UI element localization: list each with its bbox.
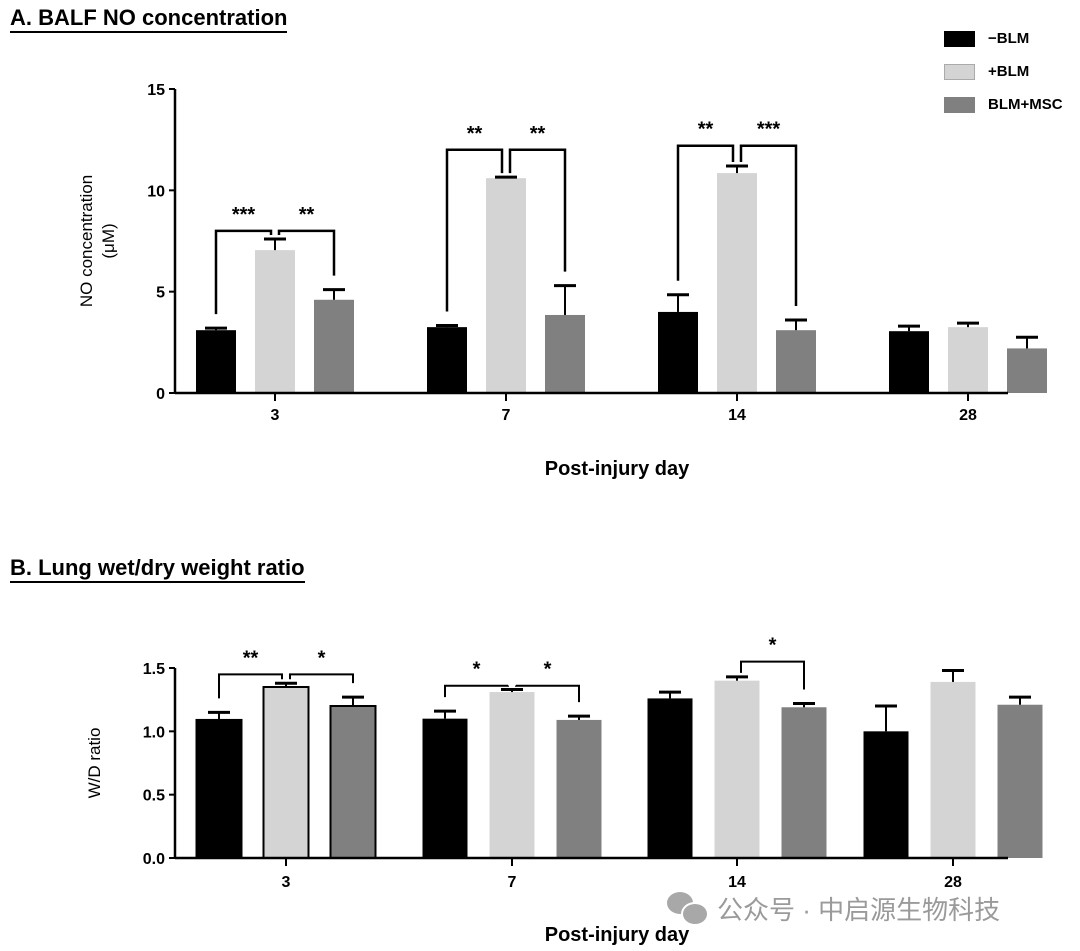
bar-blm-day-3 bbox=[262, 686, 310, 859]
bar-blm-day-28 bbox=[948, 327, 988, 393]
significance-stars: * bbox=[544, 659, 552, 681]
significance-bracket bbox=[508, 148, 567, 272]
significance-bracket bbox=[214, 229, 273, 315]
bar-blm-day-14 bbox=[647, 698, 693, 858]
bar-blmmsc-day-14 bbox=[776, 330, 816, 393]
significance-stars: ** bbox=[299, 204, 315, 226]
significance-stars: ** bbox=[243, 647, 259, 669]
legend-label: −BLM bbox=[988, 30, 1030, 47]
legend-item-minus-blm: −BLM bbox=[944, 22, 1063, 55]
legend-label: BLM+MSC bbox=[988, 96, 1063, 113]
significance-bracket bbox=[444, 684, 509, 698]
y-tick-label: 0.0 bbox=[143, 851, 165, 868]
bar-blmmsc-day-7 bbox=[545, 314, 585, 393]
bar-blm-day-7 bbox=[489, 692, 535, 858]
significance-stars: *** bbox=[757, 119, 781, 141]
legend: −BLM +BLM BLM+MSC bbox=[944, 22, 1063, 121]
significance-bracket bbox=[277, 229, 336, 276]
watermark-text: 公众号 · 中启源生物科技 bbox=[717, 894, 1001, 925]
legend-swatch-minus-blm bbox=[944, 30, 975, 47]
bar-blm-day-7 bbox=[427, 327, 467, 393]
bar-blm-day-28 bbox=[889, 331, 929, 393]
legend-item-plus-blm: +BLM bbox=[944, 55, 1063, 88]
bar-blmmsc-day-28 bbox=[1007, 348, 1047, 393]
legend-item-blm-msc: BLM+MSC bbox=[944, 88, 1063, 121]
bar-blmmsc-day-3 bbox=[314, 299, 354, 393]
y-axis-label: W/D ratio bbox=[85, 728, 104, 799]
bar-blm-day-7 bbox=[422, 718, 468, 858]
x-tick-label: 7 bbox=[502, 407, 511, 424]
bar-blm-day-3 bbox=[255, 250, 295, 393]
significance-bracket bbox=[515, 684, 580, 703]
x-tick-label: 14 bbox=[728, 407, 746, 424]
bar-blm-day-14 bbox=[658, 311, 698, 393]
bar-blmmsc-day-14 bbox=[781, 707, 827, 858]
bar-blm-day-14 bbox=[717, 173, 757, 393]
bar-blmmsc-day-28 bbox=[997, 704, 1043, 858]
y-tick-label: 15 bbox=[147, 82, 165, 99]
significance-stars: *** bbox=[232, 204, 256, 226]
significance-bracket bbox=[218, 673, 283, 699]
y-tick-label: 10 bbox=[147, 183, 165, 200]
x-axis-label: Post-injury day bbox=[545, 924, 690, 946]
bar-blmmsc-day-7 bbox=[556, 719, 602, 858]
bar-blm-day-28 bbox=[930, 681, 976, 858]
significance-stars: * bbox=[318, 647, 326, 669]
bar-blm-day-3 bbox=[195, 718, 243, 860]
significance-bracket bbox=[676, 144, 735, 281]
panel-b-title: B. Lung wet/dry weight ratio bbox=[10, 556, 305, 583]
x-tick-label: 28 bbox=[944, 874, 962, 891]
y-tick-label: 0.5 bbox=[143, 788, 165, 805]
x-tick-label: 3 bbox=[282, 874, 291, 891]
significance-stars: ** bbox=[698, 119, 714, 141]
significance-bracket bbox=[445, 148, 504, 312]
significance-stars: ** bbox=[467, 123, 483, 145]
x-tick-label: 28 bbox=[959, 407, 977, 424]
significance-stars: ** bbox=[530, 123, 546, 145]
bar-blm-day-3 bbox=[196, 330, 236, 393]
x-tick-label: 7 bbox=[508, 874, 517, 891]
significance-bracket bbox=[739, 144, 798, 307]
legend-swatch-blm-msc bbox=[944, 96, 975, 113]
chart-panel-b: 0.0 0.5 1.0 1.5 3 7 14 28 Post-injury day W/D rat… bbox=[85, 635, 1043, 946]
panel-a-title: A. BALF NO concentration bbox=[10, 6, 288, 33]
y-axis-label: NO concentration bbox=[77, 175, 96, 307]
y-tick-label: 1.5 bbox=[143, 661, 165, 678]
x-axis-label: Post-injury day bbox=[545, 458, 690, 480]
x-tick-label: 14 bbox=[728, 874, 746, 891]
significance-stars: * bbox=[769, 635, 777, 657]
chart-panel-a: 0 5 10 15 3 7 14 28 Post-injury day NO concentrat… bbox=[77, 82, 1047, 480]
y-tick-label: 1.0 bbox=[143, 724, 165, 741]
wechat-icon bbox=[665, 888, 709, 928]
y-tick-label: 0 bbox=[156, 386, 165, 403]
significance-stars: * bbox=[473, 659, 481, 681]
significance-bracket bbox=[740, 660, 805, 690]
bar-blm-day-7 bbox=[486, 178, 526, 393]
significance-bracket bbox=[289, 673, 354, 684]
bar-blm-day-28 bbox=[863, 731, 909, 858]
y-axis-label-unit: (μM) bbox=[99, 223, 118, 258]
y-tick-label: 5 bbox=[156, 285, 165, 302]
bar-blm-day-14 bbox=[714, 680, 760, 858]
x-tick-label: 3 bbox=[271, 407, 280, 424]
bar-blmmsc-day-3 bbox=[329, 705, 377, 859]
legend-label: +BLM bbox=[988, 63, 1030, 80]
watermark: 公众号 · 中启源生物科技 bbox=[665, 888, 1000, 928]
legend-swatch-plus-blm bbox=[944, 63, 975, 80]
